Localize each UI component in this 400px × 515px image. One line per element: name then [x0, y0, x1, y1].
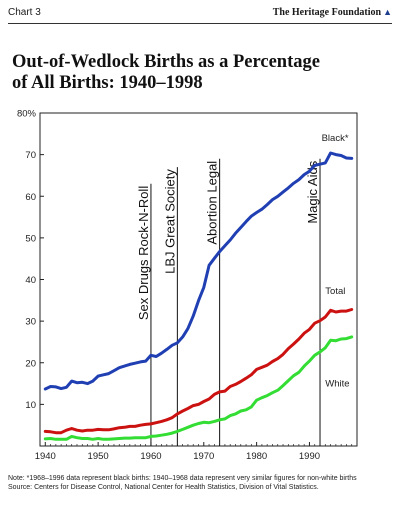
x-tick-label: 1960 — [140, 451, 161, 462]
y-tick-label: 30 — [25, 317, 36, 328]
chart-title: Out-of-Wedlock Births as a Percentage of… — [12, 52, 392, 94]
chart-number-label: Chart 3 — [8, 7, 41, 18]
y-tick-label: 20 — [25, 358, 36, 369]
series-line-black — [43, 151, 354, 391]
brand-heritage-foundation: The Heritage Foundation ▲ — [273, 7, 392, 18]
y-tick-label: 80% — [17, 109, 37, 120]
chart-title-line-2: of All Births: 1940–1998 — [12, 73, 203, 93]
series-line-total — [43, 308, 354, 435]
line-chart: 10 20 30 40 50 60 70 80% 1940 1950 1960 1970 1980 199… — [17, 109, 358, 462]
x-tick-label: 1980 — [246, 451, 267, 462]
x-tick-label: 1990 — [299, 451, 320, 462]
x-tick-label: 1950 — [88, 451, 109, 462]
x-tick-label: 1970 — [193, 451, 214, 462]
y-tick-label: 40 — [25, 275, 36, 286]
y-tick-label: 60 — [25, 192, 36, 203]
brand-name: The Heritage Foundation — [272, 7, 382, 18]
y-tick-label: 10 — [25, 400, 36, 411]
series-label-black: Black* — [322, 133, 349, 144]
series-label-total: Total — [325, 286, 345, 297]
chart-title-line-1: Out-of-Wedlock Births as a Percentage — [12, 52, 320, 72]
series-label-white: White — [325, 378, 349, 389]
footnote-source: Source: Centers for Disease Control, Nat… — [8, 484, 319, 491]
annotation-label: Abortion Legal — [205, 161, 220, 245]
header-rule — [8, 23, 392, 24]
series-line-white — [43, 335, 354, 441]
x-tick-label: 1940 — [35, 451, 56, 462]
footnote: Note: *1968–1996 data represent black bi… — [8, 474, 396, 492]
y-tick-label: 70 — [25, 150, 36, 161]
annotation-label: Sex Drugs Rock-N-Roll — [136, 186, 151, 320]
annotation-label: Magic Aids — [305, 160, 320, 223]
liberty-bell-icon: ▲ — [383, 7, 392, 17]
y-tick-label: 50 — [25, 233, 36, 244]
footnote-note: Note: *1968–1996 data represent black bi… — [8, 475, 357, 482]
annotation-label: LBJ Great Society — [162, 169, 177, 274]
